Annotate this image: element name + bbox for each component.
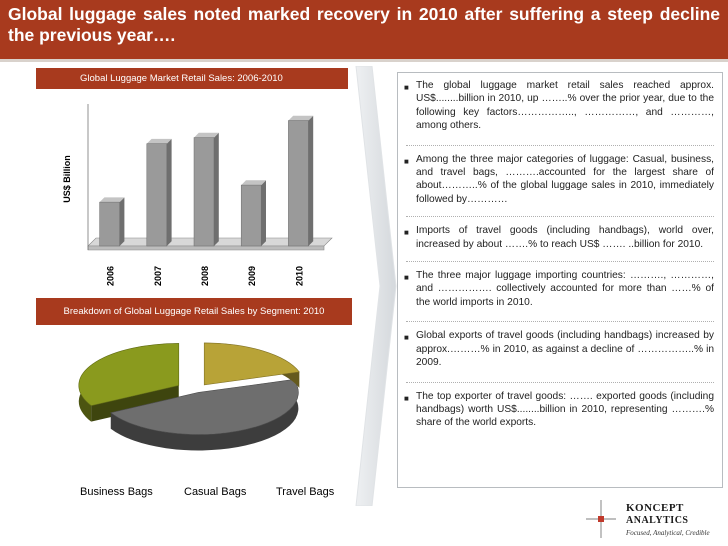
bar-2009 xyxy=(240,184,262,247)
bullet-text: The top exporter of travel goods: ……. ex… xyxy=(416,390,714,429)
bar-top xyxy=(241,180,266,186)
bullet-item: ■ Imports of travel goods (including han… xyxy=(402,224,718,251)
x-tick-label: 2008 xyxy=(200,266,210,286)
pie-legend-casual: Casual Bags xyxy=(184,486,247,498)
bar-top xyxy=(99,197,125,203)
bar-2006 xyxy=(99,201,120,247)
x-tick-label: 2006 xyxy=(106,266,116,286)
pie-legend-business: Business Bags xyxy=(80,486,153,498)
square-bullet-icon: ■ xyxy=(404,393,409,403)
bar-top xyxy=(194,132,219,138)
pie-legend-travel: Travel Bags xyxy=(276,486,335,498)
bullet-item: ■ Among the three major categories of lu… xyxy=(402,153,718,207)
bar-top xyxy=(146,138,172,144)
bar-chart-title: Global Luggage Market Retail Sales: 2006… xyxy=(36,68,348,89)
bullet-text: Imports of travel goods (including handb… xyxy=(416,225,714,250)
bar-side xyxy=(119,197,125,246)
bullet-text: Global exports of travel goods (includin… xyxy=(416,330,714,369)
x-tick-label: 2010 xyxy=(294,266,304,286)
bullet-item: ■ Global exports of travel goods (includ… xyxy=(402,329,718,369)
bullet-text: The global luggage market retail sales r… xyxy=(416,80,714,132)
chevron-arrow-icon xyxy=(355,66,397,506)
x-tick-label: 2009 xyxy=(247,266,257,286)
bar-2007 xyxy=(146,143,168,247)
divider xyxy=(406,261,714,263)
bar-side xyxy=(214,132,219,246)
pie-slice-travel-bags xyxy=(203,342,300,386)
logo-name-line1: KONCEPT xyxy=(626,502,684,514)
key-findings-panel: ■ The global luggage market retail sales… xyxy=(397,72,723,488)
divider xyxy=(406,216,714,218)
bar-side xyxy=(308,115,314,247)
pie-slice-side xyxy=(110,379,299,451)
bullet-item: ■ The top exporter of travel goods: ……. … xyxy=(402,390,718,430)
pie-slice-business-bags xyxy=(78,343,180,406)
logo-name-line2: ANALYTICS xyxy=(626,515,689,526)
company-logo: KONCEPT ANALYTICS Focused, Analytical, C… xyxy=(582,498,722,542)
chart-floor-edge xyxy=(87,245,325,251)
square-bullet-icon: ■ xyxy=(404,333,409,343)
bullet-text: The three major luggage importing countr… xyxy=(416,270,714,308)
bar-2008 xyxy=(193,137,215,247)
divider xyxy=(406,144,714,146)
square-bullet-icon: ■ xyxy=(404,228,409,238)
pie-slice-casual-bags xyxy=(110,379,299,435)
bullet-item: ■ The global luggage market retail sales… xyxy=(402,79,718,133)
bar-chart: US$ Billion 2006 2007 2008 2009 2010 xyxy=(62,104,333,286)
bar-top xyxy=(288,115,314,121)
bar-side xyxy=(166,138,172,246)
pie-chart-title: Breakdown of Global Luggage Retail Sales… xyxy=(36,298,352,325)
y-axis-label: US$ Billion xyxy=(62,155,72,203)
bar-2010 xyxy=(288,120,309,247)
square-bullet-icon: ■ xyxy=(404,156,409,166)
square-bullet-icon: ■ xyxy=(404,273,409,283)
logo-tagline: Focused, Analytical, Credible xyxy=(626,529,710,537)
bullet-item: ■ The three major luggage importing coun… xyxy=(402,269,718,309)
square-bullet-icon: ■ xyxy=(404,83,409,92)
bar-side xyxy=(261,180,266,246)
cross-logo-icon xyxy=(586,500,616,538)
page-title: Global luggage sales noted marked recove… xyxy=(0,0,728,62)
divider xyxy=(406,381,714,383)
bullet-text: Among the three major categories of lugg… xyxy=(416,153,714,205)
pie-chart xyxy=(78,342,300,451)
x-tick-label: 2007 xyxy=(153,266,163,286)
divider xyxy=(406,321,714,323)
